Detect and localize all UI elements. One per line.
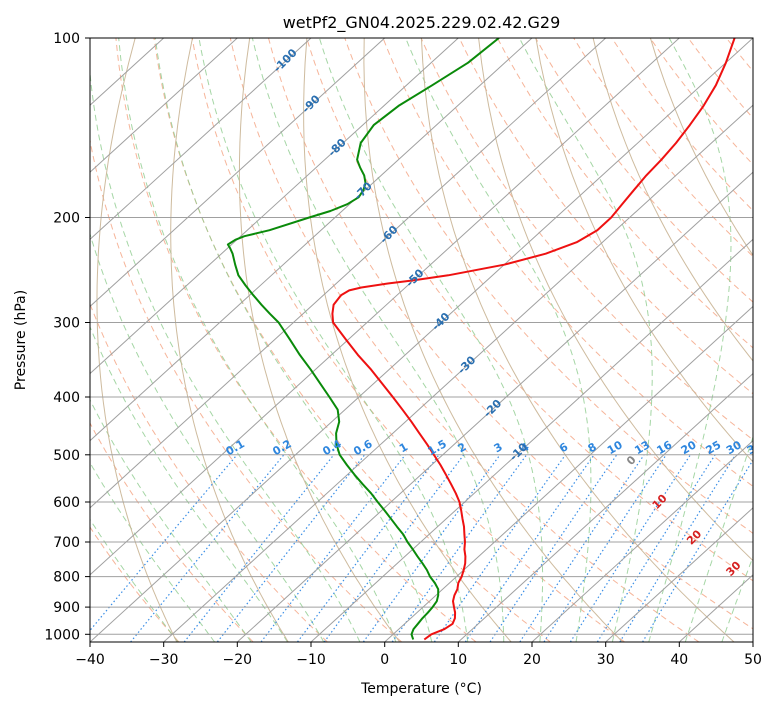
y-tick-label: 800 [53, 570, 80, 586]
moist-adiabat-8 [198, 38, 469, 642]
isotherm-line-11 [90, 38, 680, 576]
isotherm-line-19 [605, 507, 753, 642]
gridlines [90, 38, 753, 642]
y-tick-label: 500 [53, 448, 80, 464]
moist-adiabat-15 [721, 555, 753, 642]
mixing-ratio-line-6 [323, 454, 465, 642]
mixing-ratio-line-9 [433, 454, 566, 642]
isotherm-line-17 [457, 372, 753, 642]
moist-adiabat-6 [118, 38, 397, 642]
moist-adiabat-7 [154, 38, 433, 642]
dry-adiabat-8 [267, 38, 753, 630]
x-tick-label: 10 [449, 652, 467, 668]
mixing-ratio-line-13 [543, 454, 667, 642]
moist-adiabat-12 [518, 38, 653, 642]
mixing-ratio-line-17 [642, 459, 753, 642]
mixing-ratio-line-11 [489, 454, 618, 642]
moist-adiabat-14 [684, 435, 753, 642]
y-tick-label: 600 [53, 495, 80, 511]
isotherm-line-6 [90, 38, 312, 241]
isotherm-line-8 [90, 38, 459, 375]
dewpoint-profile-line [226, 38, 500, 640]
plot-frame [89, 37, 754, 643]
theta-e-curve-6 [478, 38, 753, 562]
temperature-profile-line [331, 38, 736, 641]
y-axis-label: Pressure (hPa) [13, 290, 29, 390]
mixing-ratio-line-0 [90, 454, 238, 632]
isotherm-line-10 [90, 38, 607, 509]
dry-adiabat-10 [344, 38, 753, 534]
moist-adiabat-0 [90, 518, 179, 642]
isotherm-line-7 [90, 38, 386, 308]
moist-adiabat-1 [90, 461, 216, 642]
moist-adiabat-10 [318, 38, 544, 642]
x-axis-label: Temperature (°C) [360, 681, 482, 697]
mixing-ratio-line-8 [391, 454, 528, 642]
moist-adiabat-3 [90, 325, 288, 642]
x-tick-label: 0 [380, 652, 389, 668]
x-tick-label: −30 [149, 652, 179, 668]
isotherm-line-9 [90, 38, 533, 442]
x-tick-label: −40 [75, 652, 105, 668]
theta-e-curve-8 [592, 38, 753, 362]
isotherm-line-16 [384, 305, 753, 642]
theta-e-curve-4 [363, 38, 623, 642]
x-tick-label: −10 [296, 652, 326, 668]
x-tick-label: −20 [223, 652, 253, 668]
theta-e-curve-0 [96, 38, 178, 642]
isotherm-line-15 [310, 238, 753, 642]
theta-e-curve-3 [303, 38, 512, 642]
mixing-ratio-label: 36 [745, 438, 765, 457]
isotherm-line-5 [90, 38, 238, 173]
mixing-ratio-line-4 [260, 454, 406, 642]
profile-lines [226, 38, 736, 641]
moist-adiabat-9 [251, 38, 505, 642]
y-tick-label: 1000 [44, 627, 80, 643]
y-tick-label: 400 [53, 390, 80, 406]
mixing-ratio-line-7 [362, 454, 501, 642]
x-tick-label: 50 [744, 652, 762, 668]
x-tick-label: 20 [523, 652, 541, 668]
y-tick-label: 900 [53, 600, 80, 616]
theta-e-curve-1 [170, 38, 289, 642]
dry-adiabat-7 [229, 38, 700, 642]
mixing-ratio-line-10 [464, 454, 595, 642]
background-lines [90, 38, 753, 642]
x-tick-label: 40 [670, 652, 688, 668]
dry-adiabat-9 [306, 38, 753, 582]
y-tick-label: 100 [53, 31, 80, 47]
chart-title: wetPf2_GN04.2025.229.02.42.G29 [283, 13, 561, 33]
mixing-ratio-line-3 [216, 454, 366, 642]
moist-adiabat-4 [90, 232, 325, 642]
isotherm-line-12 [90, 38, 753, 642]
isotherm-line-14 [236, 171, 753, 642]
moist-adiabat-13 [648, 38, 732, 642]
dry-adiabat-11 [382, 38, 753, 487]
dry-adiabat-6 [191, 38, 625, 642]
isotherm-line-13 [163, 104, 753, 642]
dry-adiabat-0 [90, 526, 180, 642]
theta-e-curve-7 [535, 38, 753, 463]
y-tick-label: 700 [53, 535, 80, 551]
theta-e-curve-2 [238, 38, 401, 642]
x-tick-label: 30 [597, 652, 615, 668]
y-tick-label: 300 [53, 316, 80, 332]
moist-adiabat-2 [90, 398, 252, 642]
isotherm-line-18 [531, 439, 753, 642]
theta-e-curve-5 [420, 38, 735, 642]
dry-adiabat-1 [90, 422, 254, 642]
dry-adiabat-4 [115, 38, 477, 642]
mixing-ratio-line-5 [297, 454, 440, 642]
y-tick-label: 200 [53, 211, 80, 227]
axis-ticks: −40 −30 −20 −10 0 10 20 30 40 50 100 200 300 400 500 60… [44, 31, 762, 668]
